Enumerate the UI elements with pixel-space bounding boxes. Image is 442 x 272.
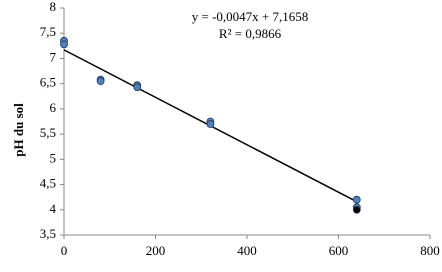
y-tick-label: 4,5 xyxy=(40,176,56,191)
x-tick-label: 600 xyxy=(329,243,349,258)
y-tick-label: 6,5 xyxy=(40,75,56,90)
point xyxy=(60,40,68,49)
y-tick-label: 5 xyxy=(50,150,57,165)
annotation: y = -0,0047x + 7,1658 xyxy=(192,9,309,24)
x-tick-label: 800 xyxy=(420,243,440,258)
annotation: R² = 0,9866 xyxy=(219,26,282,41)
x-tick-label: 0 xyxy=(61,243,68,258)
y-tick-label: 4 xyxy=(50,201,57,216)
y-axis-label: pH du sol xyxy=(11,103,26,157)
y-tick-label: 5,5 xyxy=(40,125,56,140)
y-tick-label: 6 xyxy=(50,100,57,115)
point xyxy=(352,205,361,214)
point xyxy=(206,120,215,128)
y-tick-label: 3,5 xyxy=(40,226,56,241)
point xyxy=(133,83,142,92)
point xyxy=(352,195,361,204)
x-tick-label: 400 xyxy=(237,243,257,258)
y-tick-label: 7 xyxy=(50,49,57,64)
y-tick-label: 7,5 xyxy=(40,24,56,39)
point xyxy=(96,77,105,86)
y-tick-label: 8 xyxy=(50,0,57,14)
x-tick-label: 200 xyxy=(146,243,166,258)
